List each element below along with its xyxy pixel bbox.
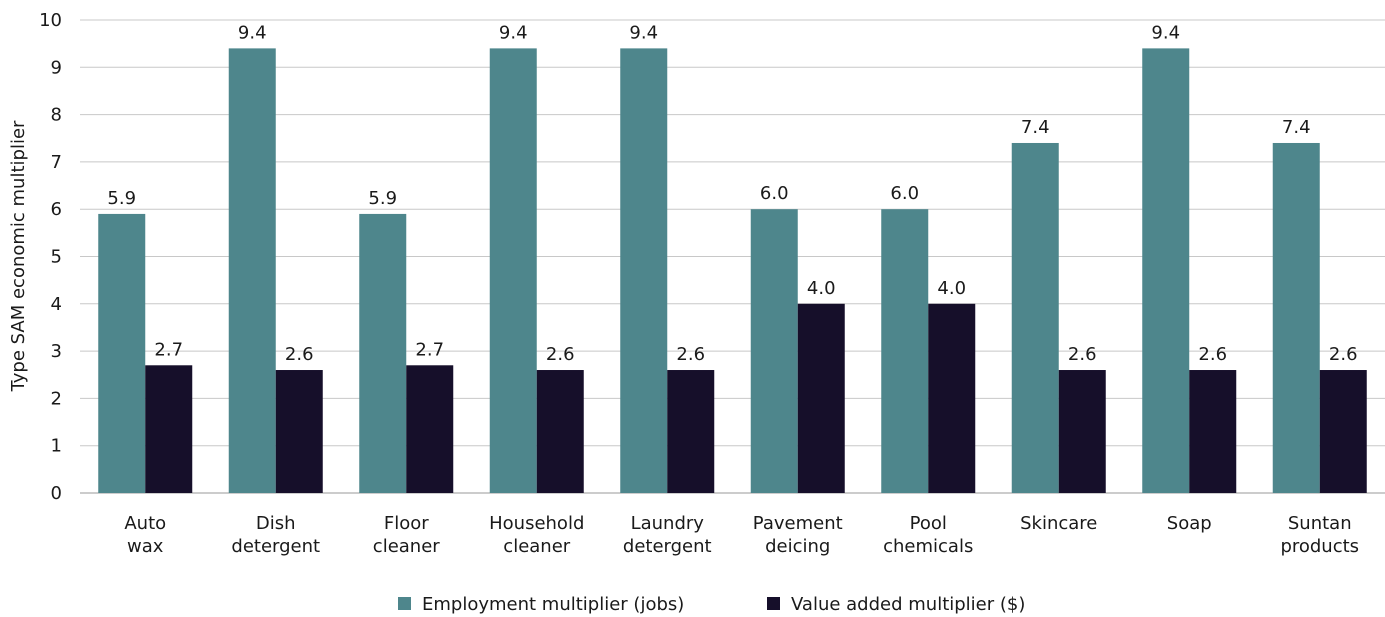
x-tick-label: Pavement <box>753 513 843 534</box>
y-tick-label: 4 <box>51 294 62 315</box>
data-label: 2.7 <box>415 339 444 360</box>
y-tick-label: 5 <box>51 247 62 268</box>
data-label: 2.6 <box>676 344 705 365</box>
employment-bar <box>359 213 407 493</box>
value-added-bar <box>1189 370 1237 493</box>
value-added-bar <box>928 303 976 493</box>
data-labels: 5.9 2.7 9.4 2.6 5.9 2.7 9.4 2.6 9.4 2.6 6.0 4.0 6.0 4… <box>107 22 1357 365</box>
x-axis-ticks: AutowaxDishdetergentFloorcleanerHousehol… <box>124 513 1359 557</box>
data-label: 9.4 <box>499 22 528 43</box>
data-label: 2.6 <box>285 344 314 365</box>
y-tick-label: 3 <box>51 341 62 362</box>
x-tick-label: Dish <box>256 513 296 534</box>
data-label: 9.4 <box>238 22 267 43</box>
value-added-bar <box>536 370 584 493</box>
x-tick-label: detergent <box>623 536 712 557</box>
legend-item-value-added: Value added multiplier ($) <box>791 594 1025 615</box>
x-tick-label: deicing <box>765 536 830 557</box>
data-label: 9.4 <box>629 22 658 43</box>
data-label: 7.4 <box>1282 117 1311 138</box>
data-label: 2.6 <box>1068 344 1097 365</box>
x-tick-label: Suntan <box>1288 513 1352 534</box>
data-label: 4.0 <box>807 278 836 299</box>
y-tick-label: 10 <box>39 10 62 31</box>
x-tick-label: chemicals <box>883 536 973 557</box>
value-added-bar <box>667 370 715 493</box>
employment-bar <box>489 48 537 493</box>
legend: Employment multiplier (jobs) Value added … <box>398 594 1025 615</box>
y-axis-label: Type SAM economic multiplier <box>8 120 29 392</box>
value-added-bar <box>145 365 193 493</box>
data-label: 5.9 <box>368 188 397 209</box>
value-added-bar <box>1058 370 1106 493</box>
employment-bar <box>228 48 276 493</box>
bars <box>98 48 1367 494</box>
x-tick-label: detergent <box>231 536 320 557</box>
value-added-bar <box>406 365 454 493</box>
x-tick-label: products <box>1280 536 1359 557</box>
value-added-bar <box>1319 370 1367 493</box>
legend-swatch <box>398 597 411 610</box>
data-label: 9.4 <box>1151 22 1180 43</box>
y-axis-ticks: 0 1 2 3 4 5 6 7 8 9 10 <box>39 10 62 504</box>
y-tick-label: 1 <box>51 436 62 457</box>
y-tick-label: 7 <box>51 152 62 173</box>
legend-item-employment: Employment multiplier (jobs) <box>422 594 684 615</box>
x-tick-label: Pool <box>910 513 947 534</box>
x-tick-label: Household <box>489 513 584 534</box>
y-tick-label: 9 <box>51 57 62 78</box>
employment-bar <box>1011 142 1059 494</box>
y-tick-label: 0 <box>51 483 62 504</box>
employment-bar <box>98 213 146 493</box>
y-tick-label: 6 <box>51 199 62 220</box>
data-label: 7.4 <box>1021 117 1050 138</box>
data-label: 6.0 <box>890 183 919 204</box>
y-tick-label: 8 <box>51 105 62 126</box>
x-tick-label: cleaner <box>373 536 440 557</box>
value-added-bar <box>275 370 323 493</box>
x-tick-label: cleaner <box>503 536 570 557</box>
legend-swatch <box>767 597 780 610</box>
x-tick-label: Skincare <box>1020 513 1097 534</box>
data-label: 2.7 <box>154 339 183 360</box>
data-label: 2.6 <box>546 344 575 365</box>
employment-bar <box>1272 142 1320 494</box>
value-added-bar <box>797 303 845 493</box>
data-label: 4.0 <box>937 278 966 299</box>
data-label: 5.9 <box>107 188 136 209</box>
employment-bar <box>881 209 929 493</box>
x-tick-label: Soap <box>1167 513 1212 534</box>
employment-bar <box>750 209 798 493</box>
data-label: 2.6 <box>1198 344 1227 365</box>
x-tick-label: Laundry <box>631 513 705 534</box>
employment-bar <box>1142 48 1190 493</box>
x-tick-label: wax <box>127 536 164 557</box>
data-label: 2.6 <box>1329 344 1358 365</box>
data-label: 6.0 <box>760 183 789 204</box>
x-tick-label: Auto <box>124 513 166 534</box>
y-tick-label: 2 <box>51 388 62 409</box>
x-tick-label: Floor <box>384 513 429 534</box>
employment-bar <box>620 48 668 493</box>
